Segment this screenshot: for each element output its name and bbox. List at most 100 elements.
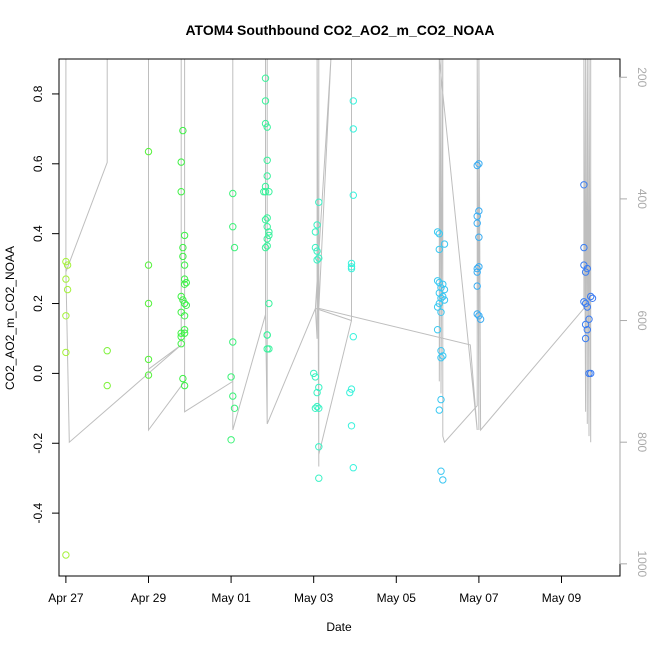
data-point bbox=[581, 320, 590, 329]
data-point bbox=[437, 294, 445, 302]
data-point bbox=[263, 223, 271, 231]
data-point bbox=[437, 347, 445, 355]
data-point bbox=[182, 301, 191, 309]
data-point bbox=[437, 308, 445, 316]
data-point bbox=[180, 312, 189, 320]
chart-title: ATOM4 Southbound CO2_AO2_m_CO2_NOAA bbox=[185, 22, 494, 38]
data-point bbox=[179, 126, 187, 135]
data-point bbox=[63, 261, 72, 269]
data-point bbox=[435, 230, 443, 238]
data-point bbox=[261, 243, 270, 252]
data-point bbox=[473, 264, 481, 273]
data-point bbox=[179, 252, 187, 261]
data-points-layer bbox=[62, 74, 597, 559]
data-point bbox=[177, 188, 185, 196]
data-point bbox=[473, 282, 481, 290]
data-point bbox=[265, 299, 273, 308]
y-tick-label: 0.6 bbox=[31, 155, 45, 172]
data-point bbox=[437, 467, 445, 475]
data-point bbox=[261, 182, 270, 191]
data-point bbox=[440, 240, 449, 248]
x-tick-label: May 09 bbox=[542, 591, 582, 605]
data-point bbox=[311, 373, 320, 381]
y-axis-label: CO2_AO2_m_CO2_NOAA bbox=[3, 246, 17, 390]
y-tick-label: 0.0 bbox=[31, 365, 45, 382]
x-tick-label: May 03 bbox=[294, 591, 334, 605]
data-point bbox=[583, 326, 591, 334]
data-point bbox=[580, 298, 588, 306]
data-point bbox=[263, 242, 271, 250]
data-point bbox=[180, 231, 189, 240]
data-point bbox=[473, 268, 481, 276]
x-tick-label: Apr 27 bbox=[48, 591, 84, 605]
y-tick-label: 0.2 bbox=[31, 295, 45, 312]
altitude-trace-line bbox=[65, 58, 592, 467]
data-point bbox=[263, 123, 271, 131]
data-point bbox=[179, 243, 187, 252]
y2-tick-label: 400 bbox=[635, 189, 649, 209]
data-point bbox=[229, 189, 237, 198]
data-point bbox=[440, 296, 449, 304]
data-point bbox=[265, 345, 273, 353]
data-point bbox=[261, 97, 270, 105]
data-point bbox=[313, 247, 321, 255]
data-point bbox=[439, 292, 447, 301]
data-point bbox=[439, 352, 447, 360]
data-point bbox=[435, 278, 443, 287]
data-point bbox=[62, 257, 70, 266]
data-point bbox=[261, 216, 270, 224]
data-point bbox=[475, 160, 483, 168]
y2-tick-label: 800 bbox=[635, 432, 649, 452]
data-point bbox=[315, 474, 323, 482]
data-point bbox=[580, 243, 588, 252]
data-point bbox=[588, 294, 597, 302]
data-point bbox=[433, 303, 442, 311]
data-point bbox=[435, 406, 443, 414]
data-point bbox=[144, 355, 153, 364]
data-point bbox=[581, 268, 590, 276]
data-point bbox=[313, 388, 321, 397]
data-point bbox=[433, 326, 442, 334]
data-point bbox=[313, 221, 321, 229]
data-point bbox=[180, 261, 189, 269]
data-point bbox=[473, 212, 481, 220]
data-point bbox=[230, 243, 239, 252]
data-point bbox=[313, 256, 321, 264]
data-point bbox=[315, 443, 323, 451]
data-point bbox=[180, 381, 189, 390]
data-point bbox=[587, 369, 595, 378]
data-point bbox=[439, 476, 447, 484]
data-point bbox=[437, 284, 445, 292]
data-point bbox=[475, 312, 483, 320]
data-point bbox=[227, 436, 235, 444]
x-tick-label: May 01 bbox=[211, 591, 251, 605]
x-tick-label: Apr 29 bbox=[131, 591, 167, 605]
data-point bbox=[263, 235, 271, 243]
data-point bbox=[311, 228, 320, 236]
data-point bbox=[180, 299, 189, 308]
data-point bbox=[62, 348, 70, 357]
data-point bbox=[437, 354, 445, 362]
data-point bbox=[315, 404, 323, 412]
data-point bbox=[180, 275, 189, 283]
data-point bbox=[62, 275, 70, 283]
data-point bbox=[229, 223, 237, 231]
data-point bbox=[229, 392, 237, 400]
data-point bbox=[583, 303, 591, 311]
data-point bbox=[261, 188, 270, 196]
data-point bbox=[179, 374, 187, 383]
right-altitude-axis: 200 400 600 800 1000 bbox=[619, 67, 649, 578]
y2-tick-label: 600 bbox=[635, 311, 649, 331]
data-point bbox=[263, 214, 271, 222]
data-point bbox=[265, 228, 273, 236]
data-point bbox=[347, 264, 356, 273]
data-point bbox=[263, 172, 271, 180]
data-point bbox=[435, 299, 443, 308]
data-point bbox=[349, 464, 357, 472]
data-point bbox=[311, 404, 320, 412]
data-point bbox=[182, 278, 191, 287]
data-point bbox=[177, 333, 185, 341]
data-point bbox=[347, 259, 356, 268]
